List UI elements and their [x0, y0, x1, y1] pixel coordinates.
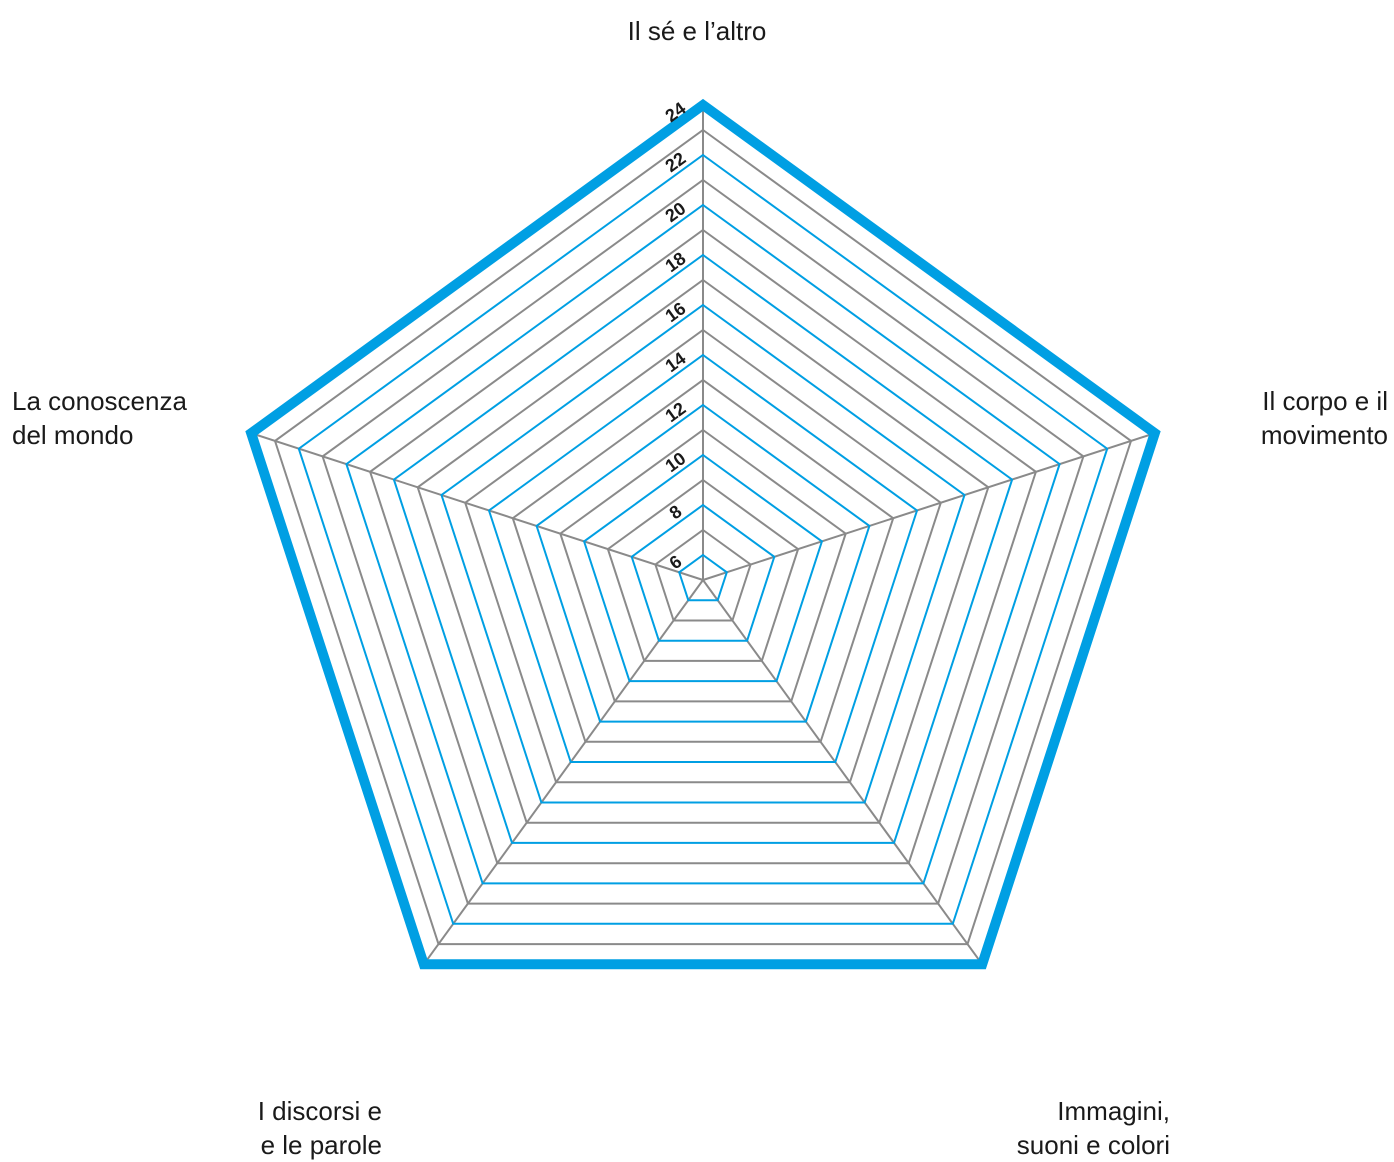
tick-label: 16: [661, 298, 689, 326]
radar-ring: [464, 328, 942, 784]
axis-label-i-discorsi-e-le-parole: I discorsi e e le parole: [257, 1096, 382, 1160]
radar-spoke: [422, 579, 704, 965]
radar-ring: [345, 203, 1061, 885]
radar-ring: [678, 553, 728, 602]
tick-label: 18: [661, 248, 689, 276]
radar-spoke: [702, 432, 1156, 581]
radar-ring: [273, 128, 1133, 946]
radar-ring: [535, 403, 871, 723]
tick-label: 20: [661, 198, 689, 226]
radar-ring: [245, 98, 1161, 970]
radar-ring: [440, 303, 966, 804]
radar-ring: [392, 253, 1014, 844]
radar-ring: [606, 478, 800, 662]
radar-ring: [559, 428, 847, 703]
radar-ring: [368, 228, 1038, 865]
radar-ring: [630, 503, 776, 642]
axis-label-il-se-e-laltro: Il sé e l’altro: [627, 16, 767, 46]
radar-ring: [297, 153, 1109, 925]
radar-ring: [654, 528, 752, 622]
radar-ring: [511, 378, 895, 743]
radar-spoke: [702, 579, 984, 965]
tick-label: 14: [661, 348, 689, 376]
tick-label: 12: [661, 398, 689, 426]
radar-ring: [321, 178, 1085, 905]
tick-label: 22: [661, 148, 689, 176]
radar-ring: [416, 278, 990, 824]
radar-ring: [582, 453, 824, 683]
radar-spoke: [250, 432, 704, 581]
axis-label-la-conoscenza-del-mondo: La conoscenza del mondo: [12, 386, 187, 450]
tick-label: 10: [661, 448, 689, 476]
axis-label-il-corpo-e-il-movimento: Il corpo e il movimento: [1260, 386, 1388, 450]
radar-ring: [487, 353, 919, 763]
axis-label-immagini-suoni-e-colori: Immagini, suoni e colori: [1016, 1096, 1170, 1160]
